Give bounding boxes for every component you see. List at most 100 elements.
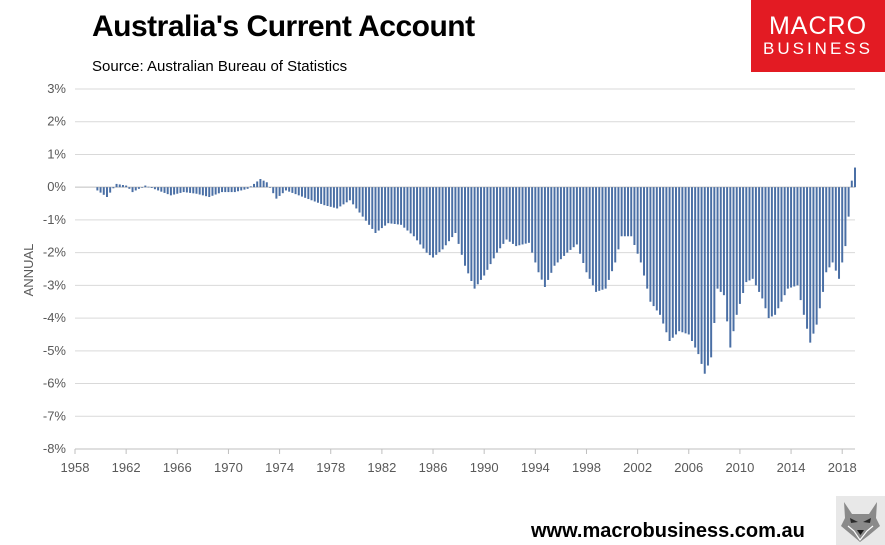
bar xyxy=(179,187,182,193)
bar xyxy=(467,187,470,274)
x-tick-label: 2010 xyxy=(725,460,754,475)
bar xyxy=(281,187,284,194)
bar xyxy=(563,187,566,256)
bar xyxy=(115,183,118,188)
bar xyxy=(313,187,316,202)
bar xyxy=(352,187,355,205)
bar xyxy=(377,187,380,231)
bar xyxy=(812,187,815,334)
x-tick-label: 1998 xyxy=(572,460,601,475)
website-url: www.macrobusiness.com.au xyxy=(531,520,805,542)
bar xyxy=(706,187,709,366)
bar xyxy=(131,187,134,193)
bar xyxy=(201,187,204,196)
x-tick-label: 1974 xyxy=(265,460,294,475)
bar xyxy=(256,181,259,188)
x-tick-label: 1962 xyxy=(112,460,141,475)
logo-line2: BUSINESS xyxy=(763,39,873,58)
bar xyxy=(323,187,326,206)
bar xyxy=(556,187,559,263)
bar xyxy=(403,187,406,228)
bar xyxy=(176,187,179,194)
bar xyxy=(569,187,572,250)
wolf-icon xyxy=(836,496,885,545)
bar xyxy=(361,187,364,217)
bar xyxy=(358,187,361,213)
bar xyxy=(694,187,697,348)
bar xyxy=(799,187,802,301)
bar xyxy=(227,187,230,193)
bar xyxy=(582,187,585,263)
bar xyxy=(537,187,540,273)
bar xyxy=(598,187,601,291)
bar xyxy=(585,187,588,273)
bar xyxy=(815,187,818,325)
bar xyxy=(329,187,332,207)
bar xyxy=(511,187,514,244)
x-tick-label: 1978 xyxy=(316,460,345,475)
y-tick-label: 3% xyxy=(47,81,66,96)
bar xyxy=(432,187,435,258)
bar xyxy=(738,187,741,304)
bar xyxy=(547,187,550,280)
bar xyxy=(278,187,281,196)
bar xyxy=(454,187,457,233)
y-tick-label: 0% xyxy=(47,179,66,194)
bar xyxy=(348,187,351,201)
bar xyxy=(134,187,137,191)
bar xyxy=(505,187,508,240)
x-tick-label: 1990 xyxy=(470,460,499,475)
bar xyxy=(425,187,428,253)
bar xyxy=(697,187,700,355)
bar xyxy=(636,187,639,254)
y-tick-label: -4% xyxy=(43,310,67,325)
bar xyxy=(390,187,393,224)
bar xyxy=(630,187,633,237)
bar xyxy=(751,187,754,279)
bar xyxy=(674,187,677,335)
bar xyxy=(157,187,160,191)
bar xyxy=(662,187,665,324)
bar xyxy=(502,187,505,244)
bar xyxy=(681,187,684,333)
bar xyxy=(780,187,783,302)
bar xyxy=(786,187,789,289)
bar xyxy=(332,187,335,208)
bar xyxy=(345,187,348,203)
bar xyxy=(300,187,303,197)
bar xyxy=(617,187,620,250)
bar xyxy=(847,187,850,217)
y-tick-label: -6% xyxy=(43,376,67,391)
bar xyxy=(748,187,751,281)
x-tick-label: 2006 xyxy=(674,460,703,475)
bar xyxy=(304,187,307,198)
bar xyxy=(195,187,198,194)
bar xyxy=(291,187,294,193)
bar xyxy=(761,187,764,299)
bars xyxy=(96,167,856,374)
bar xyxy=(284,187,287,191)
bar xyxy=(185,187,188,193)
bar xyxy=(224,187,227,193)
bar xyxy=(777,187,780,309)
bar xyxy=(141,187,144,188)
bar xyxy=(652,187,655,307)
bar xyxy=(243,187,246,190)
bar xyxy=(310,187,313,201)
bar xyxy=(809,187,812,343)
bar xyxy=(137,187,140,189)
bar xyxy=(355,187,358,209)
x-tick-label: 1958 xyxy=(61,460,90,475)
bar xyxy=(326,187,329,206)
bar xyxy=(444,187,447,246)
bar xyxy=(790,187,793,288)
bar xyxy=(297,187,300,196)
y-tick-labels: 3% 2% 1% 0% -1% -2% -3% -4% -5% -6% -7% -8% xyxy=(43,81,67,456)
bar xyxy=(646,187,649,289)
bar xyxy=(700,187,703,364)
bar xyxy=(451,187,454,238)
bar xyxy=(272,187,275,194)
bar xyxy=(409,187,412,234)
bar xyxy=(726,187,729,322)
bar xyxy=(307,187,310,200)
